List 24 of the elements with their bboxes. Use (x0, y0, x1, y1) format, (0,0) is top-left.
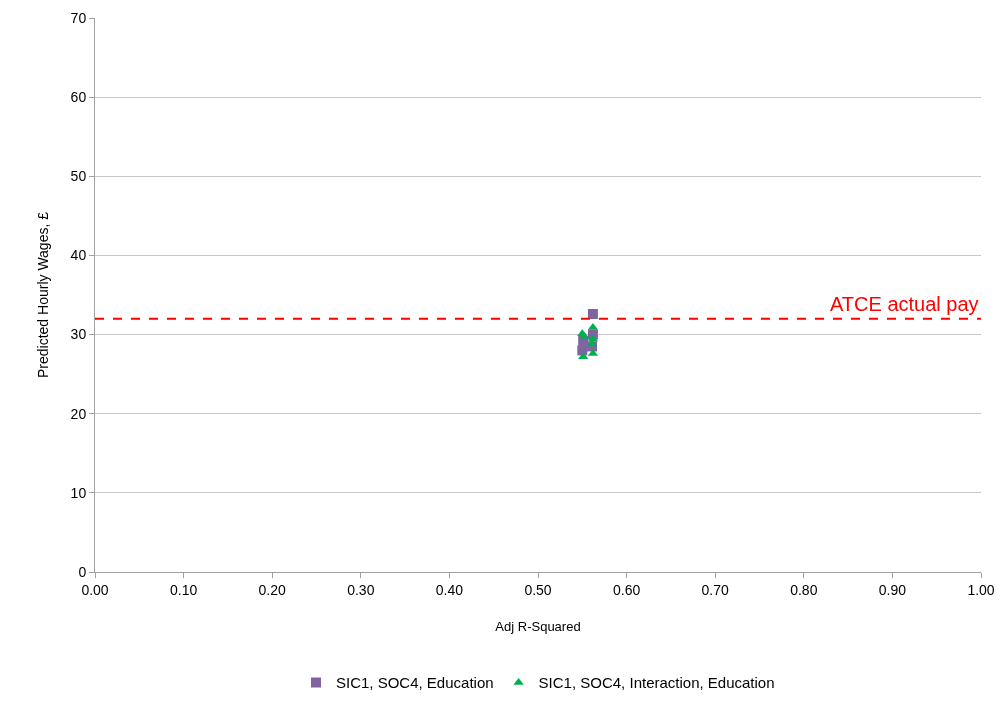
x-tick-label: 0.60 (612, 581, 641, 598)
y-tick-label: 70 (70, 9, 87, 26)
x-tick-label: 0.00 (81, 581, 109, 598)
x-tick-label: 0.50 (524, 581, 552, 598)
y-tick-label: 20 (70, 405, 87, 422)
ref-line-label: ATCE actual pay (830, 293, 979, 315)
x-tick-label: 0.30 (347, 581, 375, 598)
y-tick-label: 60 (70, 89, 87, 106)
y-tick-label: 50 (70, 168, 87, 185)
x-tick-label: 0.90 (878, 581, 907, 598)
y-tick-label: 30 (70, 326, 87, 343)
legend-label: SIC1, SOC4, Interaction, Education (538, 674, 775, 692)
x-tick-label: 0.40 (435, 581, 464, 598)
y-tick-label: 0 (78, 563, 87, 580)
x-axis-title: Adj R-Squared (495, 619, 581, 635)
y-axis-title: Predicted Hourly Wages, £ (35, 211, 52, 378)
x-tick-label: 0.80 (790, 581, 818, 598)
legend-label: SIC1, SOC4, Education (336, 674, 494, 692)
x-tick-label: 0.10 (169, 581, 198, 598)
y-tick-label: 10 (70, 484, 87, 501)
x-tick-label: 0.70 (701, 581, 730, 598)
y-tick-label: 40 (70, 247, 87, 264)
x-tick-label: 1.00 (967, 581, 995, 598)
x-tick-label: 0.20 (258, 581, 287, 598)
